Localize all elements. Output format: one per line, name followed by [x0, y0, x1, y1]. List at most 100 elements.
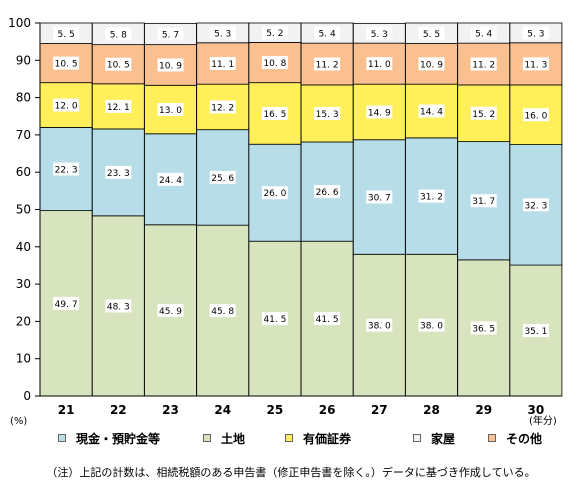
- x-tick-label-24: 24: [214, 403, 231, 417]
- data-label-bg-29-2: [470, 106, 497, 120]
- legend-swatch-0: [58, 434, 66, 442]
- data-label-bg-27-3: [366, 57, 393, 71]
- data-label-22-3: 10. 5: [107, 61, 130, 71]
- data-label-bg-28-3: [418, 57, 445, 71]
- bar-segment-21-1: [39, 127, 93, 212]
- legend-item-1: 土地: [203, 430, 245, 446]
- data-label-bg-29-1: [470, 194, 497, 208]
- data-label-bg-22-2: [105, 99, 132, 113]
- data-label-bg-22-1: [105, 165, 132, 179]
- data-label-bg-21-0: [53, 296, 80, 310]
- data-label-23-4: 5. 7: [162, 31, 179, 41]
- data-label-28-3: 10. 9: [420, 60, 443, 70]
- data-label-bg-29-3: [470, 57, 497, 71]
- data-label-bg-30-3: [522, 57, 549, 71]
- y-tick-label-20: 20: [16, 314, 31, 328]
- data-label-29-0: 36. 5: [472, 324, 495, 334]
- data-label-28-2: 14. 4: [420, 108, 443, 118]
- data-label-28-0: 38. 0: [420, 322, 443, 332]
- legend-label-0: 現金・預貯金等: [76, 431, 161, 446]
- data-label-25-3: 10. 8: [263, 59, 286, 69]
- data-label-29-3: 11. 2: [472, 61, 495, 71]
- data-label-25-4: 5. 2: [266, 29, 283, 39]
- data-label-24-3: 11. 1: [211, 60, 234, 70]
- x-tick-label-26: 26: [319, 403, 336, 417]
- data-label-30-4: 5. 3: [527, 29, 544, 39]
- data-label-bg-23-1: [157, 172, 184, 186]
- data-label-24-0: 45. 8: [211, 307, 234, 317]
- data-label-26-3: 11. 2: [316, 61, 339, 71]
- data-label-bg-24-2: [209, 100, 236, 114]
- data-label-29-1: 31. 7: [472, 197, 495, 207]
- data-label-22-4: 5. 8: [110, 30, 127, 40]
- y-tick-label-0: 0: [23, 389, 31, 403]
- legend-swatch-3: [413, 434, 421, 442]
- x-tick-label-27: 27: [371, 403, 388, 417]
- data-label-bg-27-2: [366, 105, 393, 119]
- data-label-21-1: 22. 3: [55, 166, 78, 176]
- data-label-bg-24-4: [209, 26, 236, 40]
- data-label-30-0: 35. 1: [524, 327, 547, 337]
- legend-swatch-1: [203, 434, 211, 442]
- legend-swatch-2: [285, 434, 293, 442]
- data-label-30-2: 16. 0: [524, 111, 547, 121]
- x-tick-label-28: 28: [423, 403, 440, 417]
- data-label-bg-29-4: [470, 26, 497, 40]
- legend-label-3: 家屋: [431, 431, 456, 446]
- data-label-27-2: 14. 9: [368, 108, 391, 118]
- data-label-bg-30-1: [522, 198, 549, 212]
- data-label-27-1: 30. 7: [368, 194, 391, 204]
- footnote: （注）上記の計数は、相続税額のある申告書（修正申告書を除く。）データに基づき作成…: [46, 466, 536, 479]
- x-tick-label-21: 21: [58, 403, 75, 417]
- bar-segment-30-2: [509, 84, 563, 145]
- y-tick-label-90: 90: [16, 53, 31, 67]
- data-label-26-1: 26. 6: [316, 188, 339, 198]
- data-label-30-3: 11. 3: [524, 60, 547, 70]
- legend-label-2: 有価証券: [303, 431, 352, 446]
- data-label-21-3: 10. 5: [55, 60, 78, 70]
- bars-layer: 49. 7 22. 3 12. 0 10. 5 5. 5 48. 3 23. 3 12. 1 1…: [39, 22, 563, 397]
- data-label-bg-26-2: [314, 106, 341, 120]
- x-tick-label-22: 22: [110, 403, 127, 417]
- data-label-23-0: 45. 9: [159, 307, 182, 317]
- data-label-25-0: 41. 5: [263, 315, 286, 325]
- x-tick-label-23: 23: [162, 403, 179, 417]
- data-label-bg-25-2: [261, 106, 288, 120]
- data-label-bg-22-4: [105, 27, 132, 41]
- data-label-24-4: 5. 3: [214, 29, 231, 39]
- x-tick-label-29: 29: [475, 403, 492, 417]
- axes-layer: 21 22 23 24 25 26 27 28 29 30 0 10 20 30 40 50 60 70 80 90 1…: [8, 16, 562, 417]
- data-label-21-0: 49. 7: [55, 300, 78, 310]
- data-label-bg-22-3: [105, 57, 132, 71]
- data-label-29-4: 5. 4: [475, 30, 492, 40]
- data-label-22-2: 12. 1: [107, 103, 130, 113]
- data-label-29-2: 15. 2: [472, 110, 495, 120]
- legend-item-2: 有価証券: [285, 430, 351, 446]
- data-label-bg-24-0: [209, 304, 236, 318]
- data-label-bg-29-0: [470, 321, 497, 335]
- legend-item-3: 家屋: [413, 430, 455, 446]
- data-label-bg-21-1: [53, 162, 80, 176]
- data-label-bg-28-0: [418, 318, 445, 332]
- legend-label-1: 土地: [221, 431, 246, 446]
- x-tick-label-30: 30: [528, 403, 545, 417]
- y-tick-label-70: 70: [16, 128, 31, 142]
- data-label-26-2: 15. 3: [316, 110, 339, 120]
- data-label-bg-21-3: [53, 56, 80, 70]
- y-tick-label-60: 60: [16, 165, 31, 179]
- data-label-bg-28-1: [418, 189, 445, 203]
- data-label-bg-27-0: [366, 318, 393, 332]
- data-label-bg-21-4: [53, 26, 80, 40]
- data-label-23-2: 13. 0: [159, 106, 182, 116]
- y-axis-unit-label: (%): [10, 416, 27, 427]
- data-label-bg-27-1: [366, 190, 393, 204]
- data-label-bg-25-3: [261, 56, 288, 70]
- data-label-bg-25-1: [261, 186, 288, 200]
- legend-item-0: 現金・預貯金等: [58, 430, 160, 446]
- data-label-26-0: 41. 5: [316, 315, 339, 325]
- data-label-bg-25-4: [261, 26, 288, 40]
- legend-item-4: その他: [488, 430, 542, 446]
- y-tick-label-10: 10: [16, 352, 31, 366]
- y-tick-label-40: 40: [16, 240, 31, 254]
- data-label-bg-22-0: [105, 299, 132, 313]
